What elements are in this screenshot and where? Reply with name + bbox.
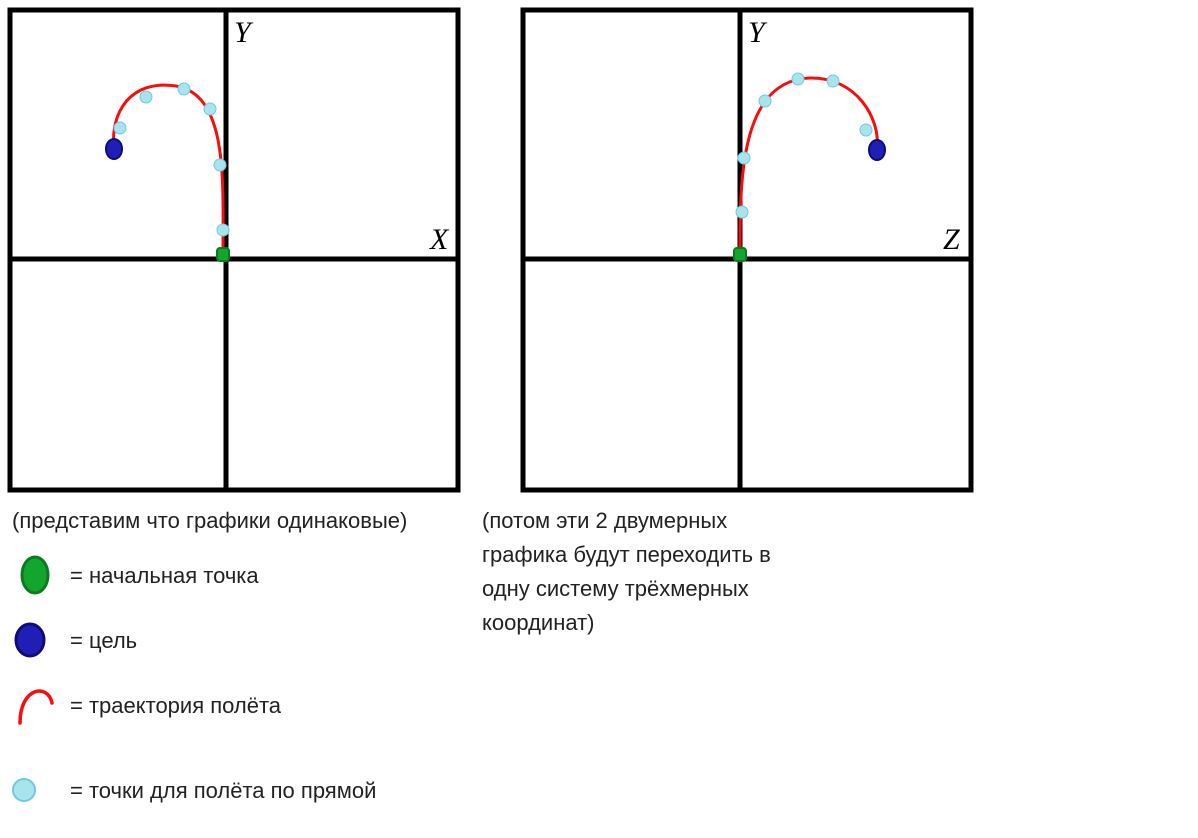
waypoint-marker	[792, 73, 804, 85]
y-axis-label: Y	[234, 16, 254, 49]
start-point-marker	[217, 248, 229, 261]
left-annotation: (представим что графики одинаковые)	[12, 508, 407, 533]
legend-trajectory-label: = траектория полёта	[70, 693, 282, 718]
right-annotation-line: графика будут переходить в	[482, 542, 771, 567]
legend-waypoint-icon	[13, 779, 35, 801]
waypoint-marker	[736, 206, 748, 218]
graph-frame	[523, 10, 971, 490]
right-annotation-line: (потом эти 2 двумерных	[482, 508, 727, 533]
legend-start-label: = начальная точка	[70, 563, 259, 588]
legend-waypoint-label: = точки для полёта по прямой	[70, 778, 376, 803]
y-axis-label: Y	[748, 16, 768, 49]
waypoint-marker	[214, 159, 226, 171]
diagram-stage: X Y Z Y (представим что графики одинаковые) (…	[0, 0, 1198, 833]
waypoint-marker	[217, 224, 229, 236]
waypoint-marker	[738, 152, 750, 164]
target-point-marker	[869, 140, 885, 160]
right-annotation-line: координат)	[482, 610, 595, 635]
legend-target-label: = цель	[70, 628, 137, 653]
legend-start-icon	[22, 557, 48, 593]
target-point-marker	[106, 139, 122, 159]
x-axis-label: Z	[943, 223, 960, 256]
waypoint-marker	[178, 83, 190, 95]
waypoint-marker	[204, 103, 216, 115]
start-point-marker	[734, 248, 746, 261]
waypoint-marker	[140, 91, 152, 103]
waypoint-marker	[759, 95, 771, 107]
legend-target-icon	[16, 624, 44, 656]
waypoint-marker	[114, 122, 126, 134]
waypoint-marker	[827, 75, 839, 87]
waypoint-marker	[860, 124, 872, 136]
legend-trajectory-icon	[20, 691, 52, 723]
right-annotation-line: одну систему трёхмерных	[482, 576, 749, 601]
x-axis-label: X	[429, 223, 450, 256]
graph-frame	[10, 10, 458, 490]
